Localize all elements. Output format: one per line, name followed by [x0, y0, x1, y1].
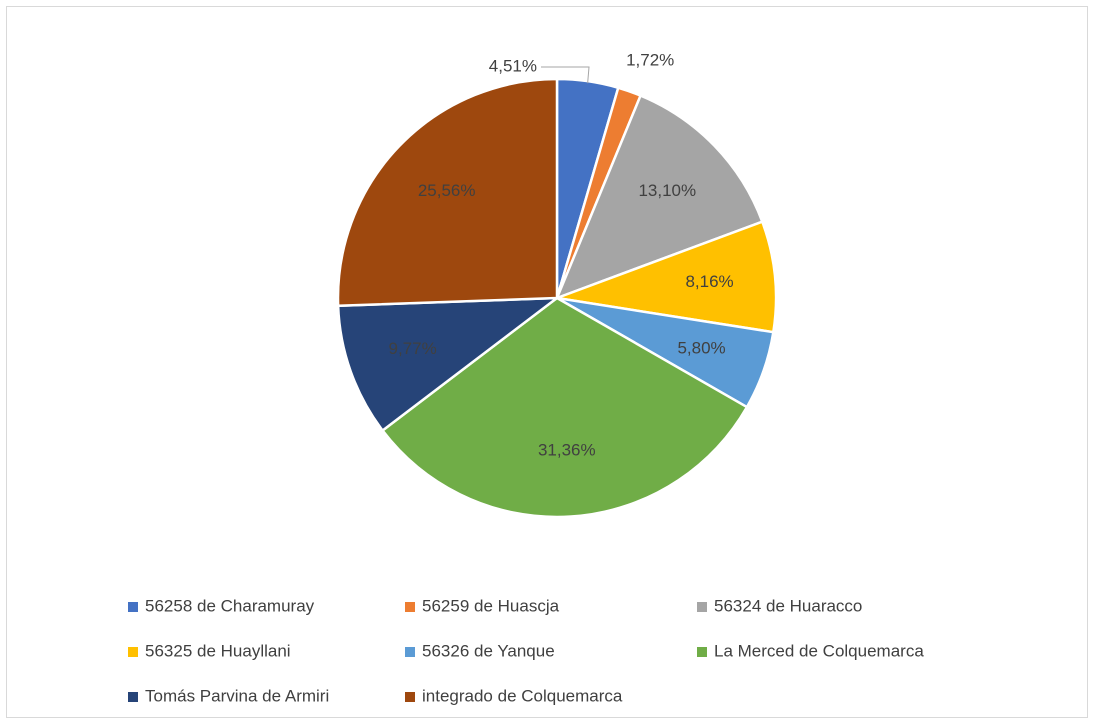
legend-label: integrado de Colquemarca [422, 686, 623, 705]
legend-swatch [128, 647, 138, 657]
legend-label: 56258 de Charamuray [145, 596, 315, 615]
pie-slice [336, 296, 561, 433]
legend-swatch [128, 602, 138, 612]
pie-slice [336, 77, 559, 308]
legend-label: 56324 de Huaracco [714, 596, 862, 615]
legend-swatch [405, 692, 415, 702]
data-label: 5,80% [677, 338, 725, 357]
pie-slice [554, 93, 764, 301]
legend-swatch [405, 647, 415, 657]
legend-swatch [128, 692, 138, 702]
leader-line [541, 66, 590, 84]
legend-label: 56326 de Yanque [422, 641, 555, 660]
data-label: 13,10% [638, 181, 696, 200]
data-label: 31,36% [538, 440, 596, 459]
legend-label: 56259 de Huascja [422, 596, 560, 615]
legend-label: La Merced de Colquemarca [714, 641, 924, 660]
legend-swatch [405, 602, 415, 612]
data-label: 4,51% [489, 56, 537, 75]
legend-swatch [697, 602, 707, 612]
pie-slice [380, 296, 749, 519]
legend-swatch [697, 647, 707, 657]
legend-label: Tomás Parvina de Armiri [145, 686, 329, 705]
pie-slice [552, 220, 778, 334]
legend-label: 56325 de Huayllani [145, 641, 291, 660]
data-label: 9,77% [389, 339, 437, 358]
data-label: 1,72% [626, 51, 674, 70]
data-label: 25,56% [418, 181, 476, 200]
data-label: 8,16% [685, 272, 733, 291]
